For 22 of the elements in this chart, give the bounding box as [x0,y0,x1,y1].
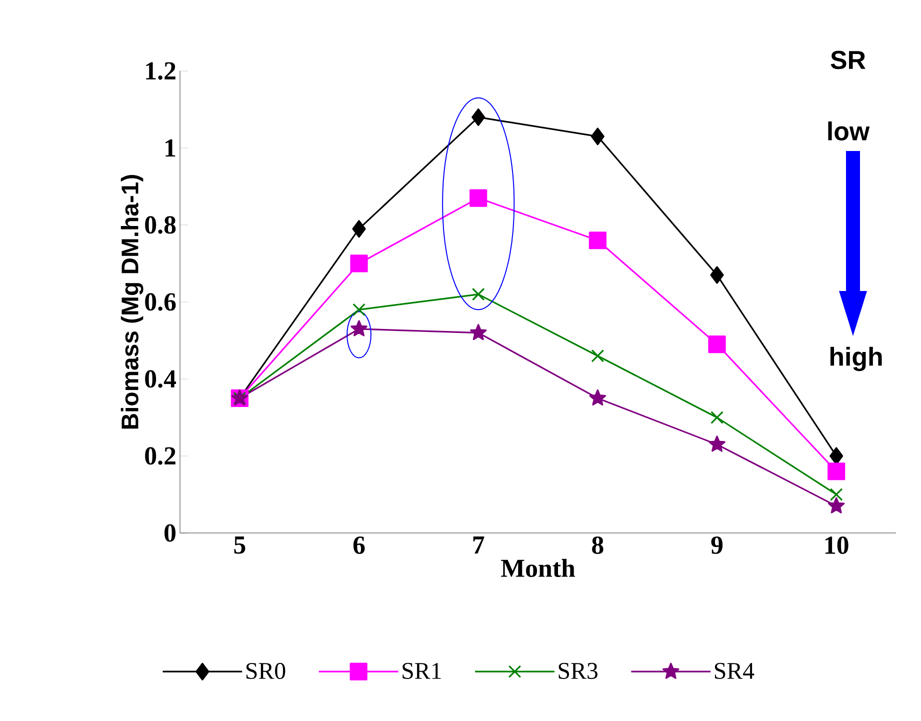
text: SR [830,50,866,70]
y-tick-label: 0.2 [145,447,176,465]
x-tick-label: 5 [234,536,246,554]
y-tick-label: 1 [166,139,176,157]
y-tick-label: 1.2 [146,62,176,80]
x-axis-title: Month [501,558,576,578]
legend-label: SR4 [714,662,754,679]
annotation: low [828,121,870,140]
x-tick-label: 7 [473,536,484,554]
legend-label: SR0 [246,662,286,680]
x-tick-label: 10 [825,536,848,554]
y-tick-label: 0.8 [145,216,176,234]
x-tick-label: 8 [592,536,604,554]
legend-label: SR1 [402,662,441,679]
x-tick-label: 6 [353,536,365,554]
y-tick-label: 0 [164,524,176,542]
legend-label: SR3 [558,662,598,679]
x-tick-label: 9 [711,536,723,554]
y-tick-label: 0.4 [145,370,176,388]
annotation: high [830,346,882,372]
y-axis-title: Biomass (Mg DM.ha-1) [120,175,144,429]
y-tick-label: 0.6 [145,293,176,311]
